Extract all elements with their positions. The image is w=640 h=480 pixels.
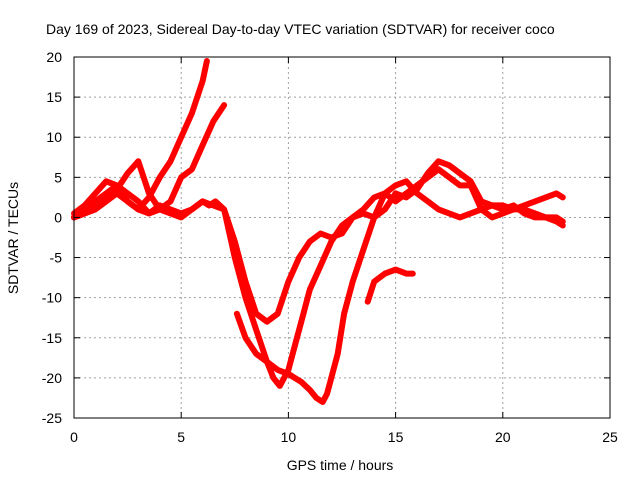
y-tick-label: -25 [42,410,62,426]
y-axis-label: SDTVAR / TECUs [5,182,21,294]
y-tick-label: 5 [54,169,62,185]
x-tick-label: 15 [388,429,404,445]
y-tick-label: -10 [42,290,62,306]
x-axis-label: GPS time / hours [287,457,394,473]
series-line-track-4 [71,182,399,389]
grid-layer [74,57,610,418]
x-tick-label: 5 [177,429,185,445]
series-line-track-2 [71,102,228,221]
y-tick-label: -15 [42,330,62,346]
y-tick-label: -20 [42,370,62,386]
y-tick-label: -5 [50,250,63,266]
series-line-track-7 [392,158,566,225]
y-tick-label: 15 [46,89,62,105]
chart-title: Day 169 of 2023, Sidereal Day-to-day VTE… [46,21,555,37]
y-tick-label: 0 [54,209,62,225]
x-tick-label: 0 [70,429,78,445]
y-tick-label: 20 [46,49,62,65]
x-tick-label: 10 [281,429,297,445]
series-layer [71,58,566,405]
plot-frame [73,56,611,419]
x-tick-label: 20 [495,429,511,445]
x-tick-label: 25 [602,429,618,445]
series-line-track-6 [364,266,416,305]
tick-layer: 0 5 10 15 20 25 -25 -20 -15 -10 -5 0 5 10 15 20 [42,49,618,445]
y-tick-label: 10 [46,129,62,145]
